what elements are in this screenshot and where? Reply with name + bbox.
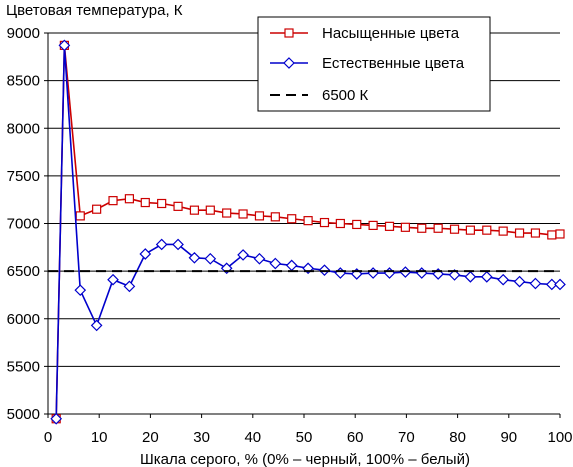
data-point <box>433 223 443 233</box>
data-point <box>205 205 215 215</box>
data-point <box>124 194 135 204</box>
data-point <box>188 251 201 264</box>
data-point <box>529 277 542 290</box>
y-tick-label: 9000 <box>7 25 40 42</box>
data-point <box>514 228 525 238</box>
x-tick-label: 80 <box>449 429 466 446</box>
data-point <box>303 216 313 226</box>
x-tick-label: 30 <box>193 429 210 446</box>
data-point <box>368 220 378 231</box>
data-point <box>545 278 558 291</box>
data-point <box>108 196 118 206</box>
data-point <box>480 270 493 283</box>
data-point <box>155 238 168 251</box>
data-point <box>237 249 249 261</box>
data-point <box>464 270 477 283</box>
data-point <box>270 212 280 222</box>
data-point <box>269 257 282 270</box>
data-point <box>417 223 427 233</box>
series-layer <box>48 39 566 425</box>
data-point <box>107 273 119 286</box>
axes <box>44 32 561 418</box>
x-tick-label: 100 <box>547 429 572 446</box>
data-point <box>222 208 232 218</box>
y-tick-label: 5500 <box>7 358 40 375</box>
data-point <box>352 219 362 230</box>
x-tick-label: 90 <box>500 429 517 446</box>
data-point <box>547 230 557 240</box>
data-point <box>287 214 297 224</box>
x-tick-label: 70 <box>398 429 415 446</box>
x-tick-label: 10 <box>91 429 108 446</box>
x-tick-label: 20 <box>142 429 159 446</box>
data-point <box>384 221 395 231</box>
data-point <box>75 211 85 221</box>
data-point <box>482 225 492 235</box>
data-point <box>173 201 183 211</box>
y-tick-label: 8500 <box>7 73 40 90</box>
data-point <box>400 222 410 232</box>
x-axis-label: Шкала серого, % (0% – черный, 100% – бел… <box>140 451 470 467</box>
data-point <box>334 267 347 279</box>
y-tick-label: 7000 <box>7 216 40 233</box>
y-tick-label: 5000 <box>7 406 40 423</box>
data-point <box>123 280 136 293</box>
data-point <box>319 217 330 228</box>
data-point <box>415 267 428 279</box>
data-point <box>555 229 565 239</box>
y-tick-label: 7500 <box>7 168 40 185</box>
data-point <box>238 209 248 219</box>
legend: Насыщенные цвета Естественные цвета 6500 К <box>257 16 491 112</box>
x-tick-label: 50 <box>296 429 313 446</box>
data-point <box>253 252 266 265</box>
data-point <box>383 267 396 279</box>
data-point <box>448 269 461 281</box>
data-point <box>204 252 217 265</box>
chart-title: Цветовая температура, К <box>6 2 183 19</box>
legend-label: 6500 К <box>322 87 369 104</box>
x-tick-label: 60 <box>347 429 364 446</box>
y-tick-labels: 5000 5500 6000 6500 7000 7500 8000 8500 9000 <box>7 25 40 423</box>
series-1 <box>51 40 565 424</box>
data-point <box>498 226 508 236</box>
data-point <box>335 218 345 229</box>
y-tick-label: 6500 <box>7 263 40 280</box>
data-point <box>554 278 566 291</box>
data-point <box>254 211 265 221</box>
data-point <box>465 225 475 235</box>
data-point <box>74 284 87 297</box>
y-tick-label: 6000 <box>7 311 40 328</box>
legend-label: Насыщенные цвета <box>322 25 460 42</box>
data-point <box>449 224 460 234</box>
data-point <box>530 228 541 238</box>
data-point <box>157 198 167 209</box>
legend-label: Естественные цвета <box>322 55 465 72</box>
data-point <box>140 197 150 208</box>
legend-swatch-marker <box>283 57 295 69</box>
data-point <box>58 39 71 52</box>
x-tick-labels: 0 10 20 30 40 50 60 70 80 90 100 <box>44 429 573 446</box>
data-point <box>139 248 152 260</box>
y-tick-label: 8000 <box>7 120 40 137</box>
data-point <box>285 259 298 272</box>
data-point <box>172 238 184 251</box>
data-point <box>92 204 102 214</box>
data-point <box>513 275 526 288</box>
legend-swatch-marker <box>284 28 294 38</box>
data-point <box>367 267 379 279</box>
data-point <box>189 205 200 215</box>
data-point <box>497 273 510 286</box>
data-point <box>50 412 63 425</box>
x-tick-label: 0 <box>44 429 52 446</box>
data-point <box>90 319 103 332</box>
x-tick-label: 40 <box>244 429 261 446</box>
